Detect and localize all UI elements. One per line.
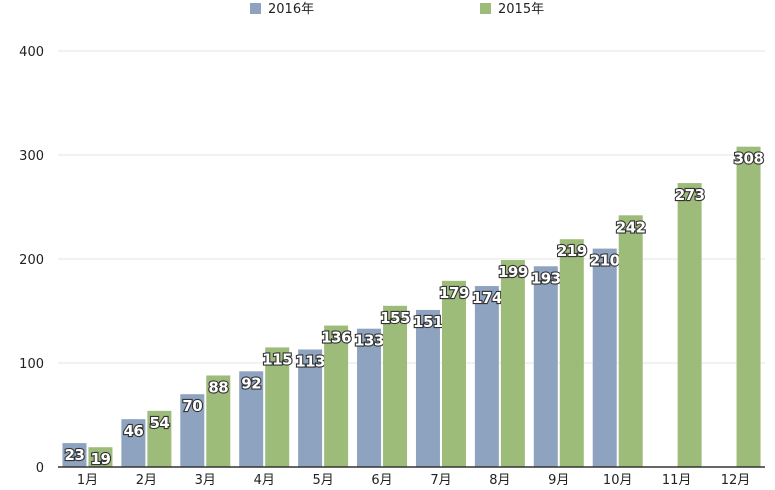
data-label: 115 <box>262 350 292 368</box>
x-tick-label: 10月 <box>603 473 633 488</box>
legend-swatch <box>480 3 491 14</box>
y-tick-label: 300 <box>19 149 44 164</box>
x-tick-label: 4月 <box>254 473 275 488</box>
bar-2015 <box>500 260 525 467</box>
x-tick-label: 9月 <box>548 473 569 488</box>
data-label: 23 <box>65 446 85 464</box>
bar-2015 <box>324 325 349 467</box>
x-tick-label: 2月 <box>136 473 157 488</box>
data-label: 193 <box>531 269 561 287</box>
x-tick-label: 5月 <box>312 473 333 488</box>
bar-2016 <box>121 419 146 467</box>
bar-2015 <box>618 215 643 467</box>
x-tick-label: 8月 <box>489 473 510 488</box>
data-label: 273 <box>675 186 705 204</box>
data-label: 136 <box>321 329 351 347</box>
data-label: 242 <box>616 218 646 236</box>
y-tick-label: 400 <box>19 45 44 60</box>
data-label: 210 <box>590 252 620 270</box>
data-label: 199 <box>498 263 528 281</box>
data-label: 92 <box>241 374 261 392</box>
bar-2015 <box>147 410 172 467</box>
bar-2015 <box>206 375 231 467</box>
x-tick-label: 12月 <box>721 473 751 488</box>
legend-label: 2016年 <box>268 2 314 17</box>
y-tick-label: 200 <box>19 253 44 268</box>
data-label: 219 <box>557 242 587 260</box>
x-tick-label: 6月 <box>371 473 392 488</box>
bar-2016 <box>415 309 440 467</box>
bar-2015 <box>88 447 113 467</box>
legend-swatch <box>250 3 261 14</box>
bar-2016 <box>180 394 205 467</box>
data-label: 54 <box>149 414 169 432</box>
data-label: 133 <box>354 332 384 350</box>
data-label: 70 <box>182 397 202 415</box>
data-label: 88 <box>208 378 228 396</box>
bar-2015 <box>677 183 702 467</box>
y-tick-label: 0 <box>36 461 44 476</box>
x-tick-label: 11月 <box>662 473 692 488</box>
data-label: 46 <box>123 422 143 440</box>
bar-2015 <box>736 146 761 467</box>
data-label: 19 <box>91 450 111 468</box>
bar-2016 <box>533 266 558 467</box>
bar-2016 <box>239 371 264 467</box>
bar-2016 <box>357 328 382 467</box>
bar-2016 <box>592 248 617 467</box>
x-tick-label: 1月 <box>77 473 98 488</box>
data-label: 151 <box>413 313 443 331</box>
bar-2016 <box>298 349 323 467</box>
bar-2015 <box>559 239 584 467</box>
legend-label: 2015年 <box>498 2 544 17</box>
data-label: 113 <box>295 352 325 370</box>
data-label: 174 <box>472 289 502 307</box>
data-label: 308 <box>734 150 764 168</box>
bar-2016 <box>62 443 87 467</box>
x-tick-label: 3月 <box>195 473 216 488</box>
data-label: 179 <box>439 284 469 302</box>
bar-2015 <box>441 280 466 467</box>
bar-2015 <box>383 305 408 467</box>
data-label: 155 <box>380 309 410 327</box>
bar-2015 <box>265 347 290 467</box>
x-tick-label: 7月 <box>430 473 451 488</box>
bar-2016 <box>474 286 499 467</box>
y-tick-label: 100 <box>19 357 44 372</box>
